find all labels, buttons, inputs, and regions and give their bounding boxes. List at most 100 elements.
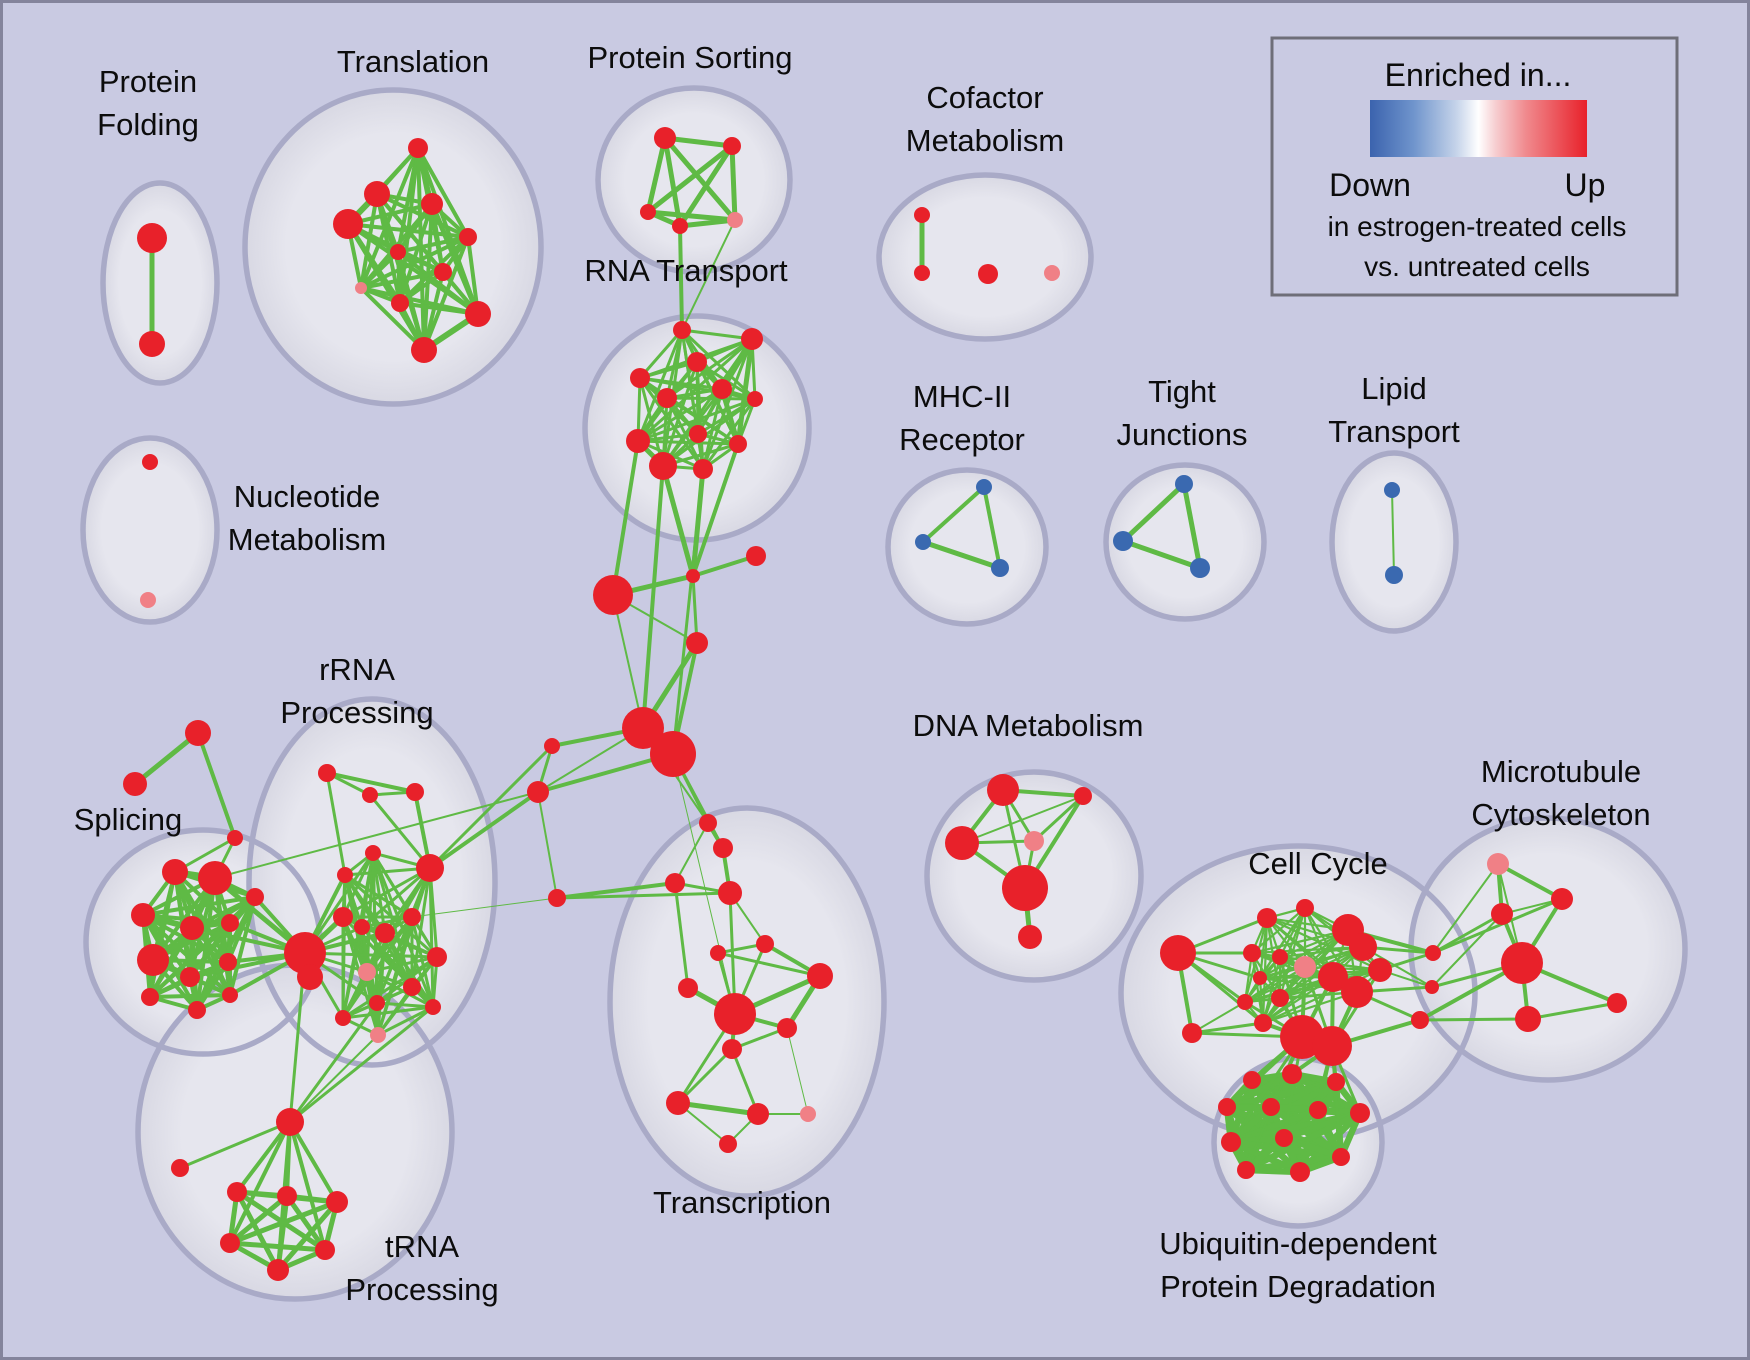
cluster-outline-protein-sorting [595,85,793,275]
cluster-label-splicing: Splicing [74,802,183,837]
cluster-label-mhc-ii-receptor: MHC-II [913,379,1011,414]
gene-set-node-red [227,830,243,846]
gene-set-node-red [713,838,733,858]
edge [235,1120,292,1194]
cluster-label-translation: Translation [337,44,489,79]
cluster-label-cell-cycle: Cell Cycle [1248,846,1388,881]
edge [645,135,668,215]
cluster-label-rrna-processing: Processing [280,695,433,730]
cluster-outline-lipid-transport [1329,450,1459,634]
edge [536,752,675,794]
edge [428,866,435,1009]
edge [396,250,480,316]
gene-set-node-red [649,452,677,480]
cluster-label-tight-junctions: Junctions [1117,417,1248,452]
edge [359,286,426,352]
edge [173,870,199,1012]
edge [341,925,364,1020]
gene-set-node-red [1296,899,1314,917]
gene-set-node-red [1411,1011,1429,1029]
gene-set-node-red [141,988,159,1006]
gene-set-node-red [137,223,167,253]
cluster-outline-dna-metabolism [924,769,1144,983]
edge [1431,897,1564,955]
edge [680,328,757,401]
gene-set-node-red [434,263,452,281]
edge [677,217,738,229]
gene-set-node-red [427,947,447,967]
edge [1431,913,1503,988]
gene-set-node-blue [1385,566,1403,584]
gene-set-node-pink [1487,853,1509,875]
gene-set-node-red [672,218,688,234]
edge [691,442,740,578]
edge [680,328,754,341]
gene-set-node-red [219,953,237,971]
gene-set-node-red [1254,1014,1272,1032]
gene-set-node-blue [1113,531,1133,551]
gene-set-node-red [718,881,742,905]
edge [1191,1001,1246,1034]
edge [178,1120,292,1170]
gene-set-node-pink [358,963,376,981]
edge [675,1100,761,1117]
gene-set-node-red [408,138,428,158]
cluster-label-mhc-ii-receptor: Receptor [899,422,1025,457]
edge [638,376,705,471]
edge [288,1120,339,1204]
edge [636,328,684,443]
gene-set-node-red [544,738,560,754]
edge [636,337,754,443]
gene-set-node-red [1425,945,1441,961]
edge [289,1034,379,1123]
edge [645,209,738,223]
edge [1496,862,1564,901]
edge [148,895,257,999]
gene-set-node-red [220,1233,240,1253]
gene-set-node-red [459,228,477,246]
edge [677,143,735,229]
gene-set-node-red [1218,1098,1236,1116]
gene-set-node-red [335,1010,351,1026]
gene-set-node-blue [1190,558,1210,578]
gene-set-node-pink [140,592,156,608]
cluster-label-ubiquitin-degradation: Protein Degradation [1160,1269,1436,1304]
gene-set-node-red [354,919,370,935]
gene-set-node-red [1074,787,1092,805]
cluster-ellipse-mhc-ii-receptor [888,470,1046,624]
gene-set-node-red [1368,958,1392,982]
gene-set-node-pink [800,1106,816,1122]
edge [1181,481,1203,571]
gene-set-node-red [131,903,155,927]
edge [1176,951,1265,1025]
gene-set-node-red [276,1108,304,1136]
cluster-label-protein-folding: Folding [97,107,199,142]
edge [396,235,470,254]
legend-down-label: Down [1329,167,1411,203]
edge [341,866,432,919]
edge [674,822,709,884]
gene-set-node-red [687,352,707,372]
gene-set-node-red [403,978,421,996]
gene-set-node-red [1290,1162,1310,1182]
edge [1261,990,1359,1025]
gene-set-node-red [722,1039,742,1059]
gene-set-node-red [756,935,774,953]
edge [428,790,540,870]
gene-set-node-red [1253,971,1267,985]
gene-set-node-red [1515,1006,1541,1032]
edge [1280,1134,1345,1161]
gene-set-node-red [1237,994,1253,1010]
edge [676,1047,734,1105]
gene-set-node-red [1282,1064,1302,1084]
edge [611,439,640,597]
gene-set-node-red [403,908,421,926]
gene-set-node-red [714,993,756,1035]
gene-set-node-red [630,368,650,388]
gene-set-node-red [425,999,441,1015]
gene-set-node-red [807,963,833,989]
gene-set-node-red [326,1191,348,1213]
gene-set-node-red [362,787,378,803]
nodes-layer [123,127,1627,1281]
